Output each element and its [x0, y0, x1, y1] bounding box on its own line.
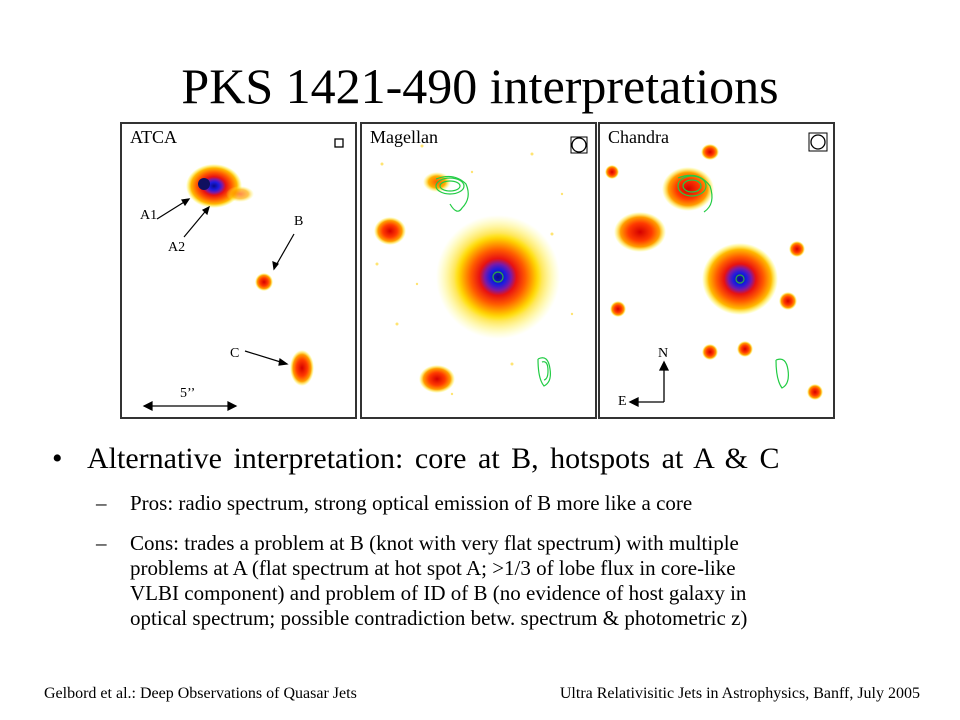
- slide-title: PKS 1421-490 interpretations: [181, 58, 779, 114]
- scale-bar-label: 5’’: [180, 386, 196, 401]
- cons-line-1: Cons: trades a problem at B (knot with v…: [130, 531, 739, 555]
- annotation-b: B: [294, 214, 304, 229]
- subbullet-cons: – Cons: trades a problem at B (knot with…: [96, 531, 747, 631]
- cons-line-4: optical spectrum; possible contradiction…: [130, 606, 748, 630]
- annotation-c: C: [230, 346, 240, 361]
- compass-east: E: [618, 394, 627, 409]
- cons-line-2: problems at A (flat spectrum at hot spot…: [130, 556, 736, 580]
- cons-line-3: VLBI component) and problem of ID of B (…: [130, 581, 747, 605]
- atca-panel: ATCA A1 A2 B C 5’’: [120, 122, 357, 419]
- footer-right: Ultra Relativisitic Jets in Astrophysics…: [559, 685, 920, 702]
- bullet-text: Alternative interpretation: core at B, h…: [87, 442, 780, 475]
- magellan-image: [374, 136, 588, 396]
- chandra-label: Chandra: [608, 127, 669, 147]
- atca-image: [142, 138, 344, 411]
- subbullet-pros: – Pros: radio spectrum, strong optical e…: [96, 491, 692, 516]
- annotation-a1: A1: [140, 208, 158, 223]
- subbullet-dash: –: [96, 491, 107, 515]
- magellan-label: Magellan: [370, 127, 438, 147]
- subbullet-dash: –: [96, 531, 107, 555]
- bullet-symbol: •: [52, 442, 63, 475]
- footer-left: Gelbord et al.: Deep Observations of Qua…: [44, 685, 357, 702]
- atca-label: ATCA: [130, 127, 178, 147]
- compass-north: N: [658, 346, 669, 361]
- annotation-a2: A2: [168, 240, 186, 255]
- chandra-image: [605, 132, 828, 408]
- magellan-panel: Magellan: [360, 122, 597, 419]
- chandra-panel: Chandra N E: [598, 122, 835, 419]
- pros-text: Pros: radio spectrum, strong optical emi…: [130, 491, 693, 515]
